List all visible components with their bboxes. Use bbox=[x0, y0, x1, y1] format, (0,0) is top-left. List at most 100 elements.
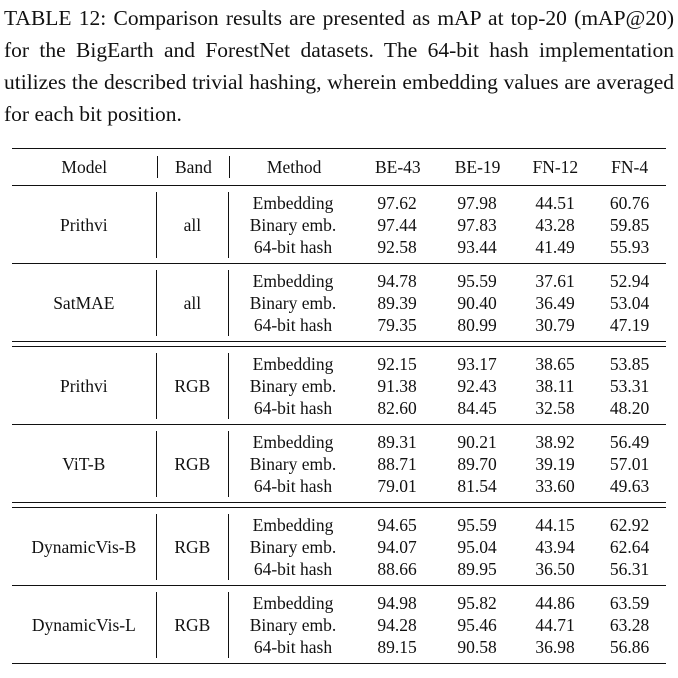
value-cell: 94.28 bbox=[377, 615, 417, 635]
value-cell: 60.76 bbox=[609, 193, 650, 213]
value-cell: 36.98 bbox=[535, 637, 575, 657]
group-rule bbox=[12, 424, 666, 425]
group-rule bbox=[12, 585, 666, 586]
header-be43: BE-43 bbox=[374, 156, 421, 177]
model-cell: DynamicVis-L bbox=[12, 592, 157, 658]
method-cell: Embedding bbox=[252, 432, 334, 452]
value-cell: 88.71 bbox=[377, 454, 417, 474]
table-group: DynamicVis-B RGB Embedding 94.65 95.59 44.15 6… bbox=[12, 508, 666, 585]
value-cell: 94.65 bbox=[377, 515, 417, 535]
method-cell: 64-bit hash bbox=[253, 315, 333, 335]
method-cell: 64-bit hash bbox=[253, 398, 333, 418]
value-cell: 94.98 bbox=[377, 593, 417, 613]
value-cell: 57.01 bbox=[609, 454, 650, 474]
value-cell: 53.04 bbox=[609, 293, 650, 313]
value-cell: 95.59 bbox=[457, 271, 497, 291]
value-cell: 44.71 bbox=[535, 615, 575, 635]
value-cell: 39.19 bbox=[535, 454, 575, 474]
value-cell: 52.94 bbox=[609, 271, 650, 291]
value-cell: 62.64 bbox=[609, 537, 650, 557]
value-cell: 89.70 bbox=[457, 454, 497, 474]
table-group: Prithvi RGB Embedding 92.15 93.17 38.65 53.85 B… bbox=[12, 347, 666, 424]
header-band: Band bbox=[158, 156, 231, 178]
table-row: 64-bit hash 89.15 90.58 36.98 56.86 bbox=[229, 636, 666, 658]
bottom-rule bbox=[12, 663, 666, 664]
header-method: Method bbox=[266, 156, 322, 177]
band-cell: RGB bbox=[157, 353, 229, 419]
value-cell: 43.94 bbox=[535, 537, 575, 557]
method-cell: Binary emb. bbox=[249, 615, 337, 635]
value-cell: 56.49 bbox=[609, 432, 650, 452]
value-cell: 95.46 bbox=[457, 615, 497, 635]
band-cell: RGB bbox=[157, 592, 229, 658]
band-cell: RGB bbox=[157, 431, 229, 497]
value-cell: 93.17 bbox=[457, 354, 497, 374]
table-row: Binary emb. 94.07 95.04 43.94 62.64 bbox=[229, 536, 666, 558]
value-cell: 30.79 bbox=[535, 315, 575, 335]
value-cell: 32.58 bbox=[535, 398, 575, 418]
value-cell: 48.20 bbox=[609, 398, 650, 418]
value-cell: 56.31 bbox=[609, 559, 650, 579]
value-cell: 90.58 bbox=[457, 637, 497, 657]
method-cell: Embedding bbox=[252, 515, 334, 535]
table-row: Binary emb. 88.71 89.70 39.19 57.01 bbox=[229, 453, 666, 475]
value-cell: 44.15 bbox=[535, 515, 575, 535]
header-be19: BE-19 bbox=[454, 156, 501, 177]
table-row: 64-bit hash 79.01 81.54 33.60 49.63 bbox=[229, 475, 666, 497]
method-cell: Binary emb. bbox=[249, 293, 337, 313]
table-group: Prithvi all Embedding 97.62 97.98 44.51 60.76 B… bbox=[12, 186, 666, 263]
table-group: ViT-B RGB Embedding 89.31 90.21 38.92 56.49 Bin… bbox=[12, 425, 666, 502]
table-row: Binary emb. 94.28 95.46 44.71 63.28 bbox=[229, 614, 666, 636]
value-cell: 92.58 bbox=[377, 237, 417, 257]
value-cell: 95.59 bbox=[457, 515, 497, 535]
method-cell: Embedding bbox=[252, 354, 334, 374]
value-cell: 84.45 bbox=[457, 398, 497, 418]
value-cell: 92.15 bbox=[377, 354, 417, 374]
value-cell: 97.98 bbox=[457, 193, 497, 213]
value-cell: 38.92 bbox=[535, 432, 575, 452]
value-cell: 63.59 bbox=[609, 593, 650, 613]
value-cell: 49.63 bbox=[609, 476, 650, 496]
value-cell: 53.31 bbox=[609, 376, 650, 396]
value-cell: 79.01 bbox=[377, 476, 417, 496]
value-cell: 97.83 bbox=[457, 215, 497, 235]
value-cell: 53.85 bbox=[609, 354, 650, 374]
value-cell: 81.54 bbox=[457, 476, 497, 496]
table-caption: TABLE 12: Comparison results are present… bbox=[4, 6, 674, 126]
value-cell: 89.31 bbox=[377, 432, 417, 452]
header-fn4: FN-4 bbox=[611, 156, 649, 177]
method-cell: Binary emb. bbox=[249, 215, 337, 235]
band-cell: all bbox=[157, 192, 229, 258]
value-cell: 33.60 bbox=[535, 476, 575, 496]
header-fn12: FN-12 bbox=[532, 156, 579, 177]
table-row: Embedding 94.65 95.59 44.15 62.92 bbox=[229, 514, 666, 536]
table-row: Binary emb. 89.39 90.40 36.49 53.04 bbox=[229, 292, 666, 314]
method-cell: Embedding bbox=[252, 193, 334, 213]
value-cell: 90.40 bbox=[457, 293, 497, 313]
value-cell: 93.44 bbox=[457, 237, 497, 257]
top-rule bbox=[12, 148, 666, 149]
value-cell: 62.92 bbox=[609, 515, 650, 535]
value-cell: 80.99 bbox=[457, 315, 497, 335]
value-cell: 43.28 bbox=[535, 215, 575, 235]
value-cell: 82.60 bbox=[377, 398, 417, 418]
method-cell: Binary emb. bbox=[249, 376, 337, 396]
value-cell: 59.85 bbox=[609, 215, 650, 235]
value-cell: 97.62 bbox=[377, 193, 417, 213]
value-cell: 38.65 bbox=[535, 354, 575, 374]
comparison-table: Model Band Method BE-43 BE-19 FN-12 FN-4… bbox=[12, 148, 666, 664]
table-group: DynamicVis-L RGB Embedding 94.98 95.82 44.86 6… bbox=[12, 586, 666, 663]
double-rule bbox=[12, 341, 666, 347]
value-cell: 36.49 bbox=[535, 293, 575, 313]
method-cell: Binary emb. bbox=[249, 454, 337, 474]
value-cell: 90.21 bbox=[457, 432, 497, 452]
value-cell: 79.35 bbox=[377, 315, 417, 335]
model-cell: DynamicVis-B bbox=[12, 514, 157, 580]
header-model: Model bbox=[12, 156, 158, 178]
method-cell: 64-bit hash bbox=[253, 637, 333, 657]
value-cell: 95.82 bbox=[457, 593, 497, 613]
table-group: SatMAE all Embedding 94.78 95.59 37.61 52.94 Bi… bbox=[12, 264, 666, 341]
value-cell: 89.39 bbox=[377, 293, 417, 313]
table-row: 64-bit hash 88.66 89.95 36.50 56.31 bbox=[229, 558, 666, 580]
value-cell: 55.93 bbox=[609, 237, 650, 257]
